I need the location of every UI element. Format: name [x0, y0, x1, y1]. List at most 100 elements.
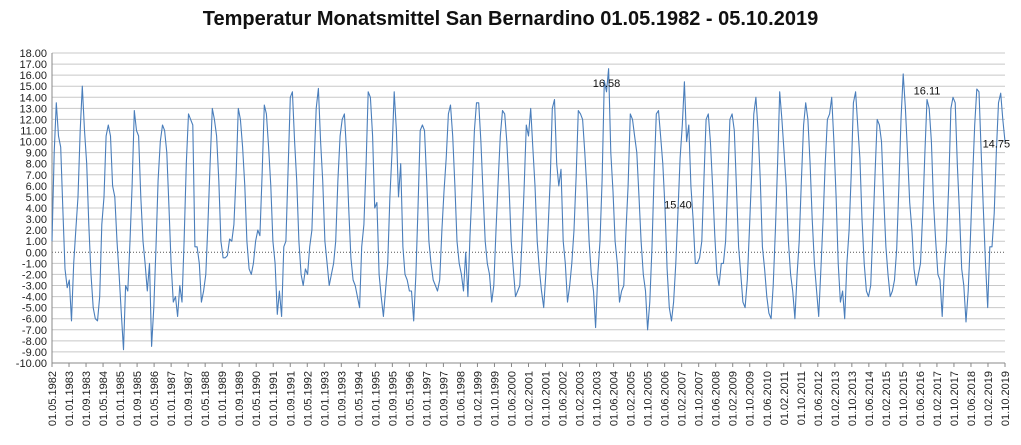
x-tick-label: 01.09.1993: [336, 371, 348, 426]
y-tick-label: -4.00: [22, 292, 47, 304]
x-tick-label: 01.02.2013: [830, 371, 842, 426]
x-tick-label: 01.05.1982: [47, 371, 59, 426]
y-tick-label: -5.00: [22, 303, 47, 315]
y-tick-label: 7.00: [26, 170, 47, 182]
y-tick-label: 11.00: [20, 126, 47, 138]
x-tick-label: 01.06.2000: [506, 371, 518, 426]
x-tick-label: 01.10.2015: [898, 371, 910, 426]
y-tick-label: -1.00: [22, 258, 47, 270]
y-tick-label: -7.00: [22, 325, 47, 337]
x-tick-label: 01.06.2006: [660, 371, 672, 426]
x-tick-label: 01.10.2007: [694, 371, 706, 426]
y-tick-label: -6.00: [22, 314, 47, 326]
x-tick-label: 01.09.1995: [387, 371, 399, 426]
peak-annotation: 14.75: [983, 139, 1011, 151]
x-tick-label: 01.10.2003: [592, 371, 604, 426]
y-tick-label: 8.00: [26, 159, 47, 171]
y-tick-label: 13.00: [19, 103, 47, 115]
x-tick-label: 01.10.2013: [847, 371, 859, 426]
y-tick-label: 14.00: [19, 92, 47, 104]
x-tick-label: 01.09.1983: [81, 371, 93, 426]
y-tick-label: 3.00: [26, 214, 47, 226]
grid-lines: [51, 52, 1005, 364]
y-tick-label: 18.00: [19, 48, 47, 60]
y-tick-label: 2.00: [26, 225, 47, 237]
x-tick-label: 01.02.2017: [932, 371, 944, 426]
x-tick-label: 01.01.1993: [319, 371, 331, 426]
y-tick-label: 1.00: [26, 236, 47, 248]
peak-annotation: 16.11: [914, 86, 941, 98]
x-tick-label: 01.02.2005: [626, 371, 638, 426]
x-tick-label: 01.01.1985: [115, 371, 127, 426]
x-tick-label: 01.10.2017: [949, 371, 961, 426]
x-tick-label: 01.05.1986: [149, 371, 161, 426]
y-tick-label: -8.00: [22, 336, 47, 348]
x-tick-label: 01.06.2016: [915, 371, 927, 426]
peak-annotation: 16.58: [593, 78, 621, 90]
x-tick-label: 01.01.1997: [421, 371, 433, 426]
x-tick-label: 01.06.2012: [813, 371, 825, 426]
x-tick-label: 01.10.2001: [541, 371, 553, 426]
x-tick-label: 01.02.1999: [472, 371, 484, 426]
y-axis-ticks: 18.0017.0016.0015.0014.0013.0012.0011.00…: [16, 48, 47, 370]
y-tick-label: 4.00: [26, 203, 47, 215]
x-tick-label: 01.02.2007: [677, 371, 689, 426]
x-tick-label: 01.05.1996: [404, 371, 416, 426]
x-tick-label: 01.09.1985: [132, 371, 144, 426]
x-tick-label: 01.06.2018: [966, 371, 978, 426]
y-tick-label: 10.00: [19, 137, 47, 149]
y-tick-label: 12.00: [19, 114, 47, 126]
y-tick-label: 16.00: [19, 70, 47, 82]
x-tick-label: 01.10.2019: [1000, 371, 1012, 426]
x-tick-label: 01.02.2003: [575, 371, 587, 426]
x-tick-label: 01.10.2005: [643, 371, 655, 426]
x-tick-label: 01.05.1990: [251, 371, 263, 426]
x-tick-label: 01.09.1987: [183, 371, 195, 426]
x-tick-label: 01.06.2010: [762, 371, 774, 426]
x-tick-label: 01.01.1983: [64, 371, 76, 426]
y-tick-label: -9.00: [22, 347, 47, 359]
y-tick-label: 5.00: [26, 192, 47, 204]
peak-annotation: 14.37: [1011, 0, 1021, 3]
x-tick-label: 01.06.1998: [455, 371, 467, 426]
y-tick-label: -3.00: [22, 281, 47, 293]
x-tick-label: 01.09.1997: [438, 371, 450, 426]
x-tick-label: 01.01.1991: [268, 371, 280, 426]
x-axis-ticks: 01.05.1982 01.01.1983 01.09.1983 01.05.1984…: [47, 363, 1012, 426]
x-tick-label: 01.06.2004: [609, 371, 621, 426]
temperature-series-line: [51, 68, 1006, 351]
peak-annotation: 15.40: [664, 200, 692, 212]
y-tick-label: 9.00: [26, 148, 47, 160]
y-tick-label: -2.00: [22, 269, 47, 281]
annotations: 16.58 15.40 16.11 14.75 14.37: [593, 0, 1021, 212]
x-tick-label: 01.01.1989: [217, 371, 229, 426]
chart-title: Temperatur Monatsmittel San Bernardino 0…: [202, 8, 819, 30]
x-tick-label: 01.06.2014: [864, 371, 876, 426]
x-tick-label: 01.10.1999: [489, 371, 501, 426]
x-tick-label: 01.09.1989: [234, 371, 246, 426]
y-tick-label: 15.00: [19, 81, 47, 93]
y-tick-label: 0.00: [26, 247, 47, 259]
y-tick-label: -10.00: [16, 358, 47, 370]
x-tick-label: 01.01.1987: [166, 371, 178, 426]
x-tick-label: 01.05.1988: [200, 371, 212, 426]
x-tick-label: 01.05.1994: [353, 371, 365, 426]
x-tick-label: 01.02.2001: [524, 371, 536, 426]
x-tick-label: 01.09.1991: [285, 371, 297, 426]
x-tick-label: 01.10.2009: [745, 371, 757, 426]
x-tick-label: 01.02.2009: [728, 371, 740, 426]
x-tick-label: 01.10.2011: [796, 371, 808, 425]
x-tick-label: 01.06.2008: [711, 371, 723, 426]
x-tick-label: 01.05.1984: [98, 371, 110, 426]
x-tick-label: 01.01.1995: [370, 371, 382, 426]
y-tick-label: 6.00: [26, 181, 47, 193]
x-tick-label: 01.02.2015: [881, 371, 893, 426]
x-tick-label: 01.06.2002: [558, 371, 570, 426]
x-tick-label: 01.02.2019: [983, 371, 995, 426]
series-layer: [51, 68, 1006, 351]
y-tick-label: 17.00: [19, 59, 47, 71]
x-tick-label: 01.05.1992: [302, 371, 314, 426]
x-tick-label: 01.02.2011: [779, 371, 791, 425]
